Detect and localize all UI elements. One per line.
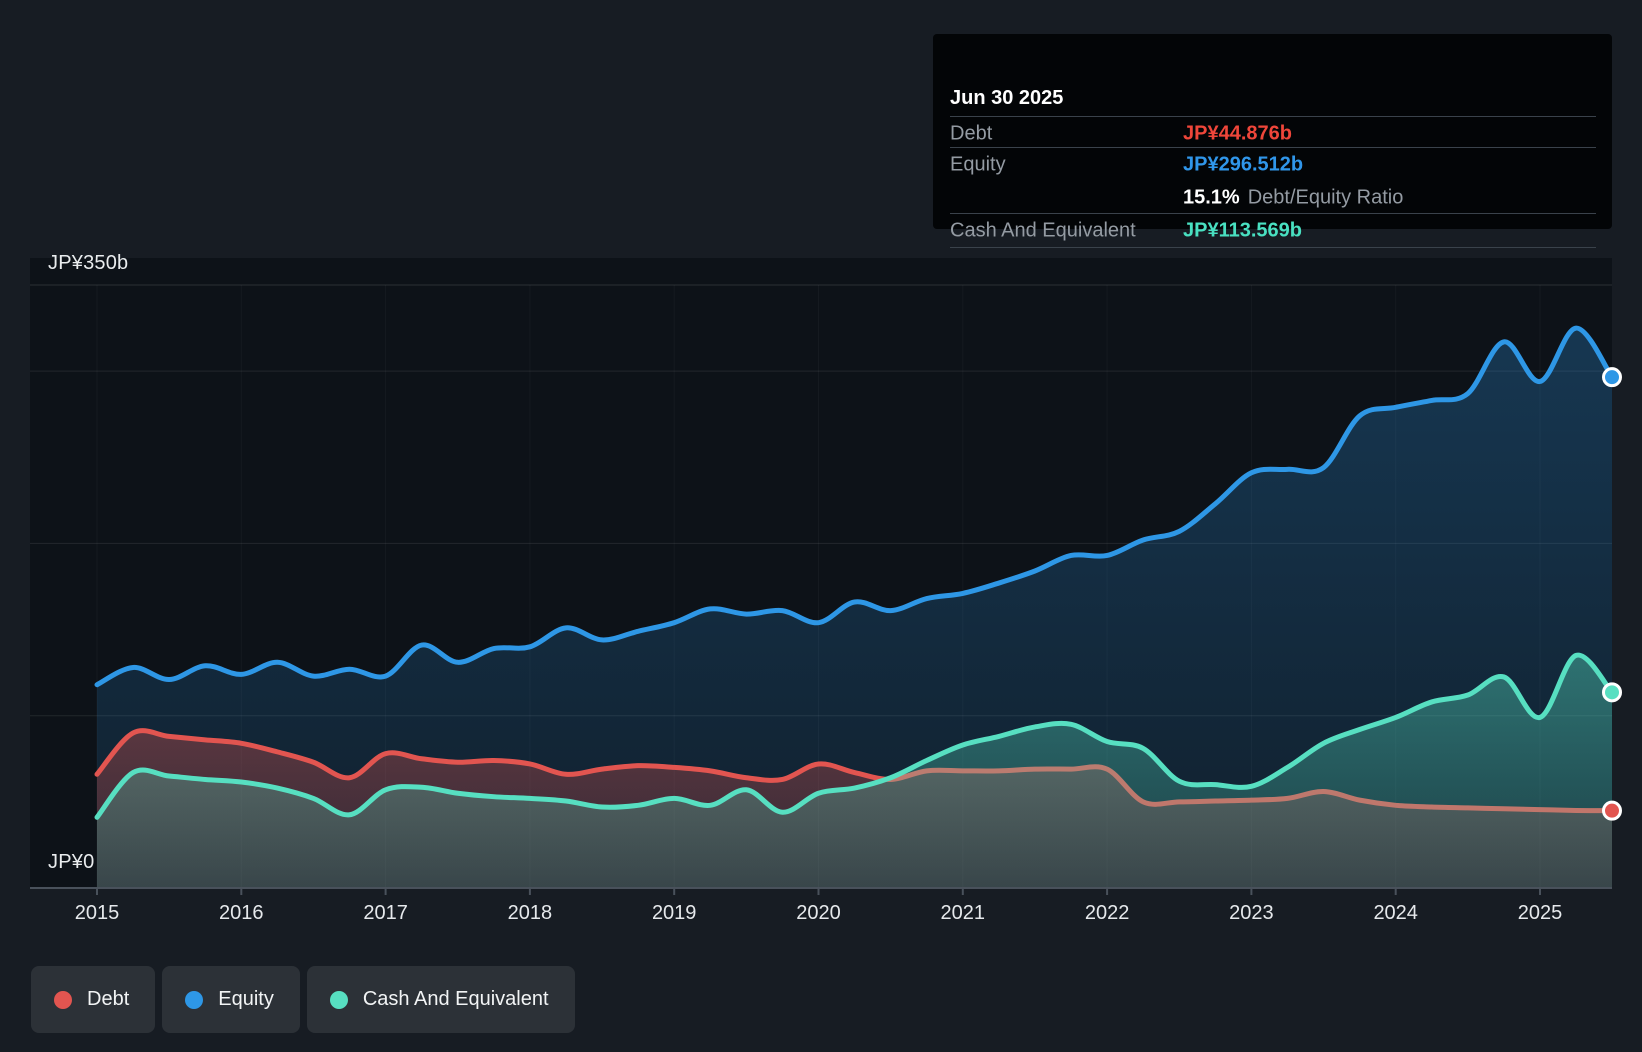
series-cash-and-equivalent-line xyxy=(94,652,1615,820)
chart-legend: Debt Equity Cash And Equivalent xyxy=(31,966,575,1033)
x-axis-label-2023: 2023 xyxy=(1229,902,1274,924)
x-axis-label-2021: 2021 xyxy=(941,902,986,924)
tooltip-divider xyxy=(950,213,1596,214)
tooltip-divider xyxy=(950,247,1596,248)
x-axis-label-2016: 2016 xyxy=(219,902,264,924)
x-axis-label-2015: 2015 xyxy=(75,902,120,924)
tooltip-ratio-value: 15.1% xyxy=(1183,186,1240,209)
cash-and-equivalent-color-dot xyxy=(329,990,348,1009)
tooltip-equity-label: Equity xyxy=(950,153,1006,176)
legend-label: Cash And Equivalent xyxy=(362,988,549,1010)
series-equity-endpoint-marker xyxy=(1602,367,1622,388)
x-axis-label-2025: 2025 xyxy=(1518,902,1563,924)
tooltip-equity-value: JP¥296.512b xyxy=(1183,153,1304,176)
y-axis-zero-label: JP¥0 xyxy=(48,851,95,873)
y-axis-max-label: JP¥350b xyxy=(48,252,129,274)
legend-label: Debt xyxy=(87,988,130,1010)
chart-tooltip: Jun 30 2025 Debt JP¥44.876b Equity JP¥29… xyxy=(933,34,1612,248)
tooltip-debt-value: JP¥44.876b xyxy=(1183,122,1292,145)
debt-color-dot xyxy=(54,990,72,1009)
tooltip-row-debt: Debt JP¥44.876b xyxy=(933,120,1612,148)
tooltip-cash-value: JP¥113.569b xyxy=(1183,219,1302,242)
tooltip-divider xyxy=(950,147,1596,148)
tooltip-cash-label: Cash And Equivalent xyxy=(950,219,1136,242)
x-axis-label-2024: 2024 xyxy=(1373,902,1418,924)
legend-item-cash-and-equivalent[interactable]: Cash And Equivalent xyxy=(306,966,575,1033)
tooltip-divider xyxy=(950,116,1596,117)
x-axis-label-2018: 2018 xyxy=(508,902,553,924)
tooltip-row-equity: Equity JP¥296.512b xyxy=(933,151,1612,179)
series-equity-area xyxy=(97,328,1612,888)
legend-item-debt[interactable]: Debt xyxy=(31,966,156,1033)
series-debt-endpoint-marker xyxy=(1602,800,1622,821)
tooltip-ratio-label: Debt/Equity Ratio xyxy=(1247,186,1404,209)
series-cash-and-equivalent-area xyxy=(97,655,1612,888)
tooltip-debt-label: Debt xyxy=(950,122,993,145)
tooltip-row-cash: Cash And Equivalent JP¥113.569b xyxy=(933,217,1612,245)
x-axis-label-2019: 2019 xyxy=(652,902,697,924)
tooltip-date: Jun 30 2025 xyxy=(950,87,1064,109)
series-cash-and-equivalent-endpoint-marker xyxy=(1602,682,1622,703)
legend-label: Equity xyxy=(218,988,274,1010)
tooltip-ratio: 15.1% Debt/Equity Ratio xyxy=(1183,187,1403,210)
legend-item-equity[interactable]: Equity xyxy=(162,966,300,1033)
x-axis-label-2017: 2017 xyxy=(363,902,408,924)
series-equity-line xyxy=(94,325,1615,688)
x-axis-label-2020: 2020 xyxy=(796,902,841,924)
equity-color-dot xyxy=(185,990,204,1009)
x-axis-label-2022: 2022 xyxy=(1085,902,1130,924)
tooltip-row-ratio: 15.1% Debt/Equity Ratio xyxy=(933,184,1612,212)
